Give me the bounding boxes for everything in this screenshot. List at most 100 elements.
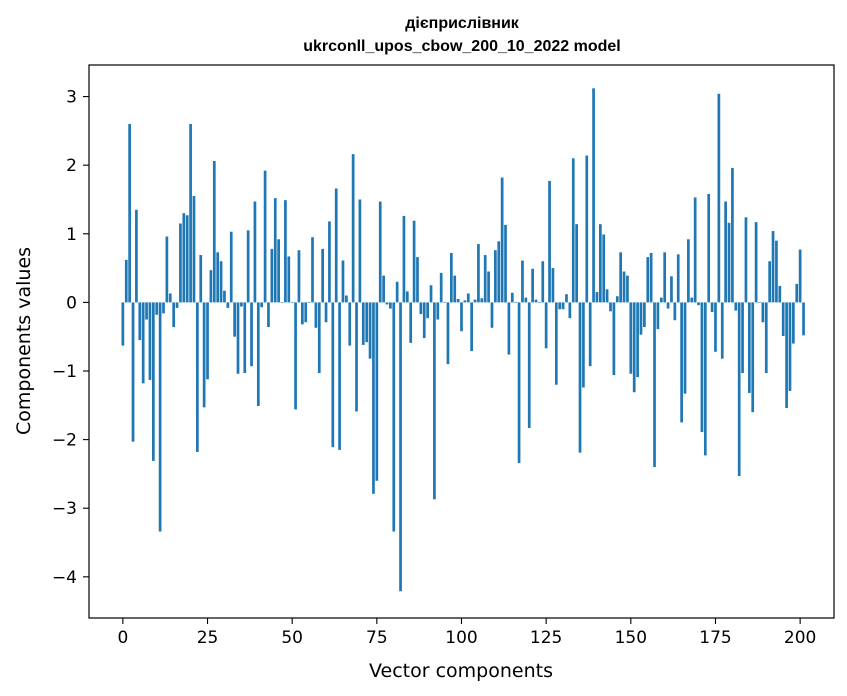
bar <box>263 170 267 303</box>
bar <box>602 234 606 303</box>
bar <box>744 217 748 303</box>
bar <box>182 213 186 303</box>
bar <box>124 259 128 303</box>
x-tick-label: 50 <box>281 628 303 648</box>
bar <box>324 302 328 323</box>
bar <box>165 236 169 303</box>
bar <box>636 302 639 378</box>
bar <box>592 88 595 303</box>
bar <box>595 292 599 303</box>
bar <box>561 302 565 310</box>
bar <box>284 200 287 303</box>
bar <box>673 302 677 321</box>
bar <box>168 293 172 303</box>
bar <box>615 296 619 303</box>
bar <box>554 302 558 385</box>
bar <box>497 241 501 303</box>
bar <box>148 302 152 380</box>
bar <box>578 302 582 453</box>
bar <box>172 302 176 328</box>
bar <box>463 300 467 303</box>
x-tick-label: 175 <box>699 628 731 648</box>
bar <box>429 285 433 303</box>
bar <box>240 302 243 307</box>
bar <box>412 220 416 303</box>
bar <box>514 302 518 303</box>
bar <box>758 302 761 303</box>
bar <box>426 302 429 319</box>
bar <box>304 302 308 323</box>
bar <box>233 302 236 337</box>
bar <box>321 248 325 303</box>
bar <box>680 302 683 423</box>
bar <box>626 275 629 303</box>
bar <box>466 293 470 303</box>
bar <box>179 223 182 303</box>
bar <box>656 302 660 330</box>
bar <box>131 302 135 442</box>
bar <box>710 302 714 312</box>
bar <box>585 155 589 303</box>
y-tick-label: 0 <box>66 293 77 313</box>
bar <box>317 302 321 374</box>
bar <box>558 302 562 310</box>
bar <box>504 224 507 303</box>
bar <box>500 177 504 303</box>
bar <box>473 299 477 303</box>
bar <box>700 302 704 433</box>
bar <box>348 302 352 346</box>
bar <box>422 302 426 339</box>
bar <box>453 275 457 303</box>
bar <box>392 302 396 532</box>
bar <box>223 290 226 303</box>
bar <box>368 302 372 359</box>
bar <box>764 302 768 374</box>
bar <box>653 302 656 468</box>
bar <box>741 302 744 374</box>
bar <box>470 302 474 352</box>
bar <box>138 302 142 341</box>
bar <box>280 302 284 303</box>
bar <box>253 201 257 303</box>
bar <box>294 302 297 410</box>
bar <box>703 302 707 456</box>
bar <box>399 302 402 592</box>
bar <box>609 302 612 312</box>
bar <box>507 302 511 355</box>
bar <box>121 302 125 346</box>
bar <box>792 302 795 344</box>
bar <box>243 302 247 374</box>
bar <box>372 302 375 494</box>
bar <box>209 270 213 303</box>
bar <box>619 252 623 303</box>
bar <box>737 302 741 476</box>
bar <box>378 201 382 303</box>
bar <box>358 199 362 303</box>
bar <box>375 302 379 481</box>
bar <box>490 302 494 328</box>
bar <box>643 302 646 328</box>
bar <box>521 260 524 303</box>
bar <box>588 302 592 367</box>
bar <box>571 158 575 303</box>
x-tick-label: 200 <box>784 628 816 648</box>
chart-title-line-1: дієприслівник <box>405 15 520 32</box>
bar <box>707 193 711 303</box>
y-tick-label: −1 <box>52 362 77 382</box>
bar <box>761 302 765 323</box>
bar <box>300 302 304 325</box>
bar <box>629 302 633 374</box>
bar <box>256 302 260 406</box>
bar <box>307 302 311 303</box>
bar <box>659 297 663 303</box>
bar <box>155 302 159 315</box>
bar <box>365 302 369 343</box>
bar <box>487 271 490 303</box>
bar <box>683 302 687 394</box>
bar <box>731 167 734 303</box>
bar <box>382 275 385 303</box>
bar <box>494 250 497 303</box>
bar <box>510 292 514 303</box>
x-tick-label: 150 <box>615 628 647 648</box>
bar <box>517 302 521 463</box>
